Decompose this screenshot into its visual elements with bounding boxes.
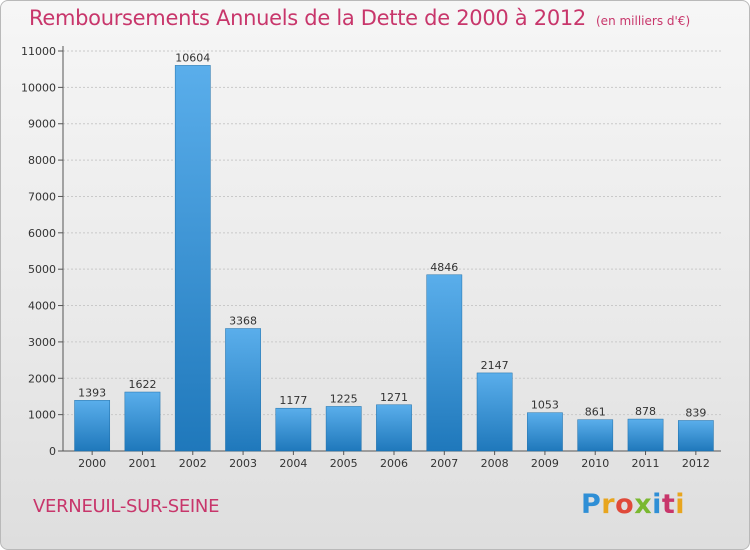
logo-letter: i (652, 489, 662, 520)
logo-letter: i (675, 489, 686, 520)
x-tick-label: 2010 (581, 457, 609, 470)
bar (74, 400, 111, 452)
bar-value-label: 1271 (380, 391, 408, 404)
y-tick-label: 11000 (21, 45, 56, 58)
x-tick-label: 2002 (179, 457, 207, 470)
y-tick-label: 5000 (28, 263, 56, 276)
y-tick-label: 1000 (28, 409, 56, 422)
bar (325, 406, 362, 452)
bar-value-label: 861 (585, 406, 606, 419)
y-tick-label: 9000 (28, 118, 56, 131)
bar (627, 418, 664, 452)
bar (426, 274, 463, 452)
x-tick-label: 2004 (279, 457, 307, 470)
bar-value-label: 1053 (531, 399, 559, 412)
x-tick-label: 2009 (531, 457, 559, 470)
y-tick-label: 2000 (28, 372, 56, 385)
y-tick-label: 7000 (28, 190, 56, 203)
city-name: VERNEUIL-SUR-SEINE (33, 496, 220, 517)
y-tick-label: 10000 (21, 81, 56, 94)
bar-value-label: 1225 (330, 392, 358, 405)
bar-value-label: 878 (635, 405, 656, 418)
bar (124, 391, 161, 452)
x-tick-label: 2007 (430, 457, 458, 470)
y-tick-label: 8000 (28, 154, 56, 167)
proxiti-logo: Proxiti (581, 489, 685, 520)
y-tick-label: 6000 (28, 227, 56, 240)
bar-value-label: 4846 (430, 261, 458, 274)
x-tick-label: 2000 (78, 457, 106, 470)
x-tick-label: 2011 (632, 457, 660, 470)
bar-value-label: 1393 (78, 386, 106, 399)
x-tick-label: 2003 (229, 457, 257, 470)
bar-value-label: 1622 (128, 378, 156, 391)
chart-unit: (en milliers d'€) (596, 14, 691, 28)
bar (275, 407, 312, 452)
x-tick-label: 2006 (380, 457, 408, 470)
logo-letter: r (601, 489, 616, 520)
bar-value-label: 1177 (279, 394, 307, 407)
x-tick-label: 2001 (128, 457, 156, 470)
x-tick-label: 2005 (330, 457, 358, 470)
chart-title: Remboursements Annuels de la Dette de 20… (29, 6, 690, 30)
bar-value-label: 839 (685, 406, 706, 419)
bar (527, 412, 563, 452)
bar (677, 420, 714, 452)
bar (476, 372, 513, 452)
logo-letter: o (615, 489, 635, 520)
bar-value-label: 10604 (175, 51, 210, 64)
bar-value-label: 2147 (481, 359, 509, 372)
bar (577, 419, 614, 452)
y-tick-label: 4000 (28, 300, 56, 313)
logo-letter: t (661, 489, 676, 520)
bar (174, 65, 211, 452)
logo-letter: P (581, 489, 602, 520)
bar (225, 328, 261, 452)
bar-value-label: 3368 (229, 315, 257, 328)
x-tick-label: 2012 (682, 457, 710, 470)
y-tick-label: 0 (49, 445, 56, 458)
y-tick-label: 3000 (28, 336, 56, 349)
logo-letter: x (634, 489, 653, 520)
chart-title-text: Remboursements Annuels de la Dette de 20… (29, 6, 586, 30)
bar (376, 404, 412, 452)
x-tick-label: 2008 (481, 457, 509, 470)
